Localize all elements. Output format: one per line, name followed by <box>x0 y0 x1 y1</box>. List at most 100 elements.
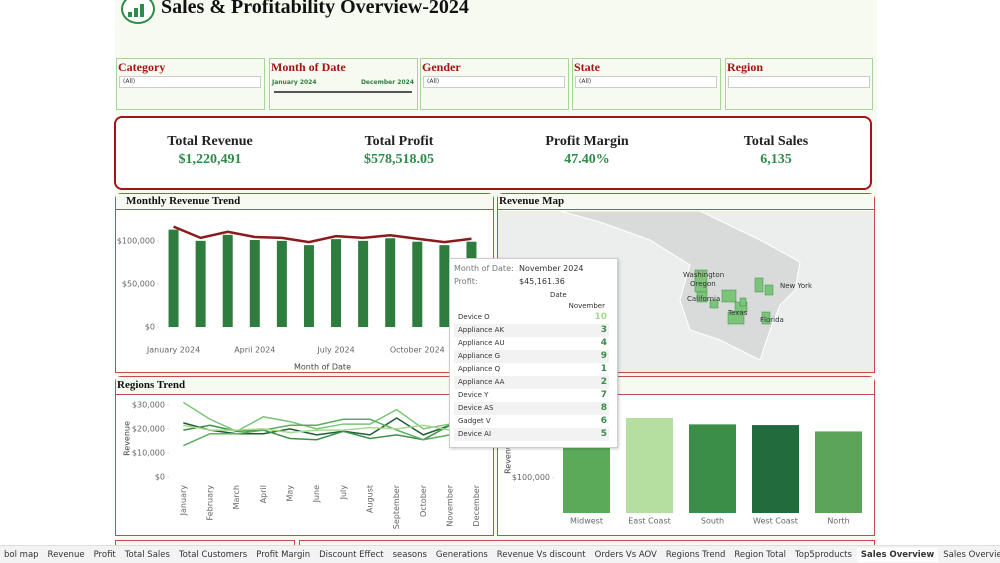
kpi-value: $1,220,491 <box>178 152 242 167</box>
tab[interactable]: Region Total <box>734 549 787 560</box>
tab[interactable]: Profit <box>93 549 116 560</box>
tab[interactable]: Top5products <box>795 549 852 560</box>
tooltip-label: Profit: <box>454 277 478 286</box>
tooltip-row: Appliance AU 4 <box>454 337 609 350</box>
y-tick-label: $0 <box>155 473 165 482</box>
x-tick-label: July 2024 <box>316 346 354 355</box>
tab[interactable]: Profit Margin <box>256 549 311 560</box>
x-tick-label: March <box>232 485 241 509</box>
line <box>173 225 472 244</box>
row-value: 10 <box>594 312 607 322</box>
bar <box>752 425 799 513</box>
tab-bar: bol map Revenue Profit Total Sales Total Cus… <box>0 545 1000 563</box>
x-tick-label: April 2024 <box>234 346 275 355</box>
x-tick-label: August <box>366 485 375 513</box>
x-tick-label: May <box>286 485 295 502</box>
x-tick-label: September <box>392 484 401 529</box>
row-name: Device AS <box>458 404 494 412</box>
column-header: Date <box>550 291 567 299</box>
state <box>721 289 737 303</box>
x-tick-label: January <box>179 485 188 517</box>
tooltip-row: Appliance AA 2 <box>454 376 609 389</box>
slider[interactable] <box>274 91 412 93</box>
row-value: 7 <box>600 390 607 400</box>
tab[interactable]: Regions Trend <box>665 549 726 560</box>
tooltip-row: Appliance AK 3 <box>454 324 609 337</box>
tooltip-row: Device O 10 <box>454 311 609 324</box>
dropdown[interactable]: (All) <box>575 76 717 88</box>
x-tick-label: North <box>827 517 849 526</box>
state <box>764 284 774 296</box>
x-tick-label: South <box>701 517 724 526</box>
tab[interactable]: Sales Overview <box>856 547 939 562</box>
x-tick-label: October 2024 <box>390 346 445 355</box>
tooltip-row: Device AI 5 <box>454 428 609 441</box>
x-tick-label: April <box>259 485 268 503</box>
kpi-label: Total Revenue <box>167 134 253 149</box>
tooltip-row: Gadget V 6 <box>454 415 609 428</box>
x-tick-label: November <box>446 484 455 526</box>
dropdown[interactable]: (All) <box>119 76 261 88</box>
tooltip: Month of Date: November 2024 Profit: $45,16… <box>449 258 618 448</box>
tab[interactable]: Orders Vs AOV <box>594 549 657 560</box>
slider-start: January 2024 <box>272 79 317 86</box>
y-tick-label: $20,000 <box>132 424 165 433</box>
tab[interactable]: Discount Effect <box>319 549 384 560</box>
filter-box[interactable]: Gender (All) <box>420 58 569 110</box>
regions-panel <box>115 376 494 536</box>
tab[interactable]: Total Customers <box>178 549 248 560</box>
tab[interactable]: Generations <box>435 549 488 560</box>
bar <box>276 240 287 327</box>
y-tick-label: $50,000 <box>122 279 155 288</box>
tab[interactable]: seasons <box>392 549 427 560</box>
bar <box>331 239 342 327</box>
x-tick-label: Midwest <box>570 517 603 526</box>
kpi-value: 47.40% <box>564 152 610 167</box>
tab[interactable]: Revenue <box>47 549 85 560</box>
row-name: Appliance AU <box>458 339 505 347</box>
filter-label: Category <box>118 60 166 74</box>
filter-label: Region <box>727 60 763 74</box>
column-header: November <box>568 302 605 310</box>
chart-title: Revenue Map <box>499 195 565 207</box>
row-value: 5 <box>600 429 607 439</box>
filter-box[interactable]: Category (All) <box>116 58 265 110</box>
dropdown-value: (All) <box>427 78 440 85</box>
kpi-box <box>114 116 872 190</box>
dropdown-value: (All) <box>579 78 592 85</box>
filter-box[interactable]: Month of Date January 2024 December 2024 <box>269 58 418 110</box>
filter-box[interactable]: Region <box>725 58 873 110</box>
bar <box>168 229 179 327</box>
y-tick-label: $10,000 <box>132 448 165 457</box>
tab[interactable]: Total Sales <box>124 549 170 560</box>
row-value: 3 <box>600 325 607 335</box>
y-axis-title: Revenue <box>123 421 132 456</box>
bar <box>222 234 233 327</box>
dropdown[interactable]: (All) <box>423 76 565 88</box>
row-name: Appliance AK <box>458 326 505 334</box>
chart-title: Regions Trend <box>117 379 186 391</box>
y-axis-title: Revenue <box>504 439 513 474</box>
x-tick-label: February <box>206 485 215 521</box>
bar <box>412 241 423 327</box>
tooltip-row: Appliance G 9 <box>454 350 609 363</box>
state <box>761 311 771 325</box>
row-value: 6 <box>600 416 607 426</box>
panel-header <box>498 194 874 210</box>
tab[interactable]: Sales Overview 2 <box>943 549 1000 560</box>
bar <box>815 431 862 513</box>
y-tick-label: $0 <box>145 323 155 332</box>
state <box>709 299 719 309</box>
state <box>727 311 745 325</box>
logo-bar <box>140 4 144 17</box>
row-name: Appliance G <box>458 352 501 360</box>
x-tick-label: West Coast <box>753 517 798 526</box>
x-tick-label: December <box>472 484 481 526</box>
tab[interactable]: bol map <box>4 549 39 560</box>
map-label: Washington <box>683 271 724 279</box>
tab[interactable]: Revenue Vs discount <box>496 549 586 560</box>
dropdown[interactable] <box>728 76 870 88</box>
x-axis-title: Month of Date <box>294 363 351 372</box>
filter-box[interactable]: State (All) <box>572 58 721 110</box>
